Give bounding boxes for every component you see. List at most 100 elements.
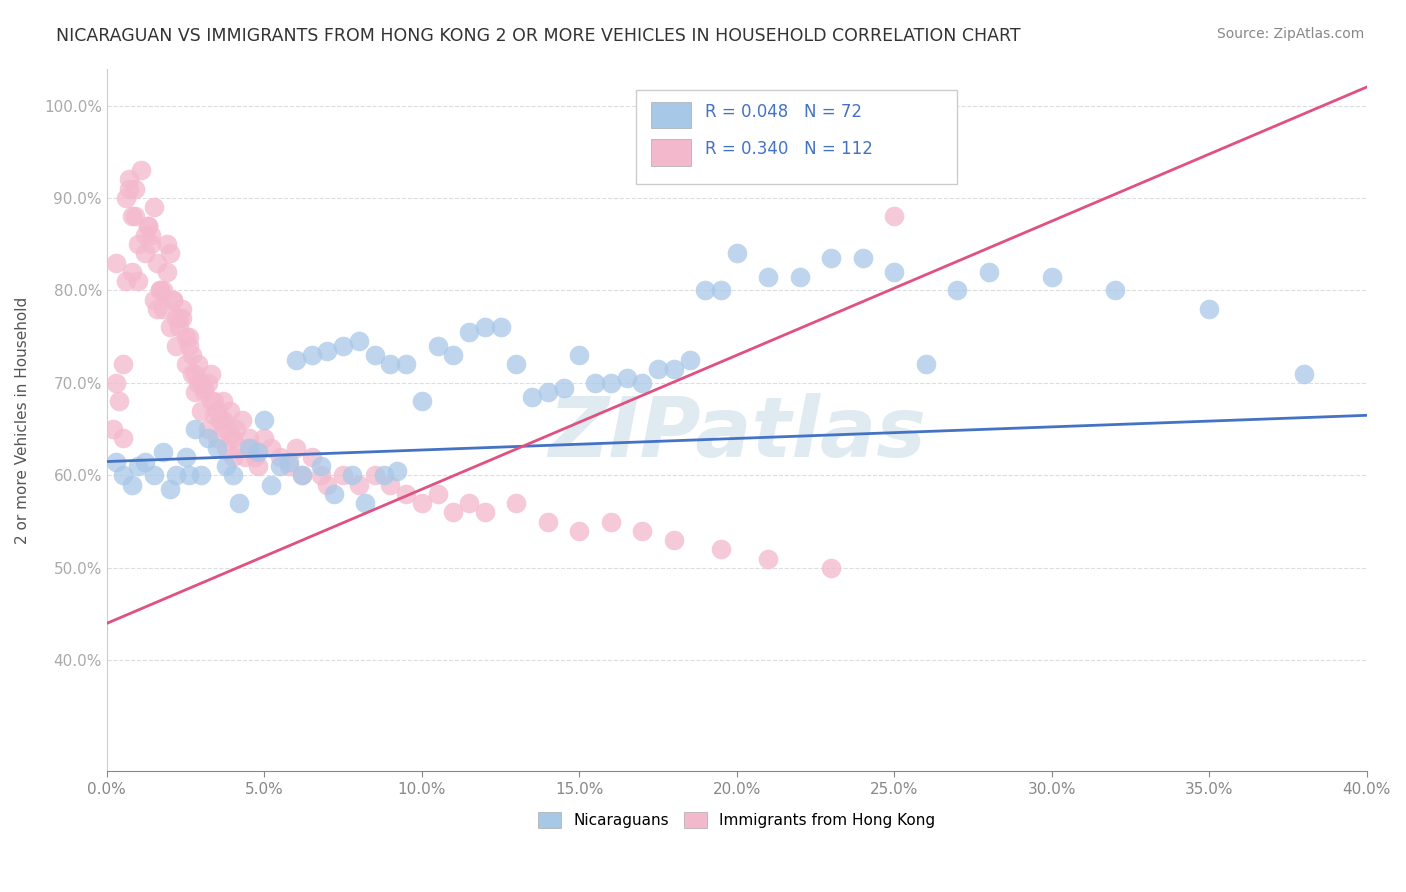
Point [190,376,212,390]
Point [332,468,354,483]
Point [215,459,238,474]
Point [149,284,172,298]
Point [441,505,464,519]
Point [131,163,153,178]
Y-axis label: 2 or more Vehicles in Household: 2 or more Vehicles in Household [15,296,30,543]
Point [187,376,209,390]
Point [222,432,245,446]
Point [520,390,543,404]
Point [136,219,159,233]
Point [174,358,197,372]
Point [309,468,332,483]
Point [165,311,187,326]
Point [385,464,408,478]
Point [243,450,266,464]
Point [662,533,685,548]
Point [218,426,240,441]
Point [883,210,905,224]
Point [284,441,307,455]
Point [143,200,166,214]
Point [914,358,936,372]
Point [725,246,748,260]
Point [121,265,143,279]
Point [441,348,464,362]
Point [108,394,131,409]
Point [568,348,591,362]
Point [395,487,418,501]
Point [190,468,212,483]
Point [155,237,177,252]
Text: R = 0.048   N = 72: R = 0.048 N = 72 [706,103,862,121]
Point [322,487,344,501]
Point [134,227,156,242]
Point [184,367,207,381]
Point [127,459,149,474]
Point [172,311,194,326]
Bar [651,139,692,166]
Point [111,432,134,446]
Point [631,376,654,390]
Point [190,403,212,417]
Point [165,339,187,353]
Point [105,454,128,468]
Point [205,441,228,455]
Point [269,450,291,464]
Point [291,468,314,483]
Point [180,367,202,381]
Point [167,311,190,326]
Point [105,376,128,390]
Point [695,284,717,298]
Point [209,413,232,427]
Point [269,459,291,474]
Point [200,367,222,381]
Point [105,256,128,270]
Point [111,358,134,372]
Point [177,468,200,483]
Point [347,334,370,349]
Point [228,441,250,455]
Point [505,496,527,510]
Point [505,358,527,372]
Point [426,339,449,353]
Point [474,320,496,334]
Point [215,441,238,455]
Point [238,432,260,446]
Point [946,284,969,298]
Point [177,329,200,343]
Point [259,477,281,491]
Point [1292,367,1315,381]
Point [883,265,905,279]
Point [202,394,225,409]
Point [662,362,685,376]
Point [172,301,194,316]
Point [316,343,339,358]
FancyBboxPatch shape [636,89,957,185]
Point [197,376,219,390]
Point [174,450,197,464]
Point [380,358,402,372]
Point [373,468,395,483]
Point [710,542,733,557]
Point [347,477,370,491]
Point [284,352,307,367]
Point [756,269,779,284]
Point [118,172,141,186]
Point [977,265,1000,279]
Point [111,468,134,483]
Point [184,385,207,400]
Point [222,468,245,483]
Point [127,237,149,252]
Point [127,274,149,288]
Point [193,380,215,394]
Point [184,422,207,436]
Point [193,385,215,400]
Text: R = 0.340   N = 112: R = 0.340 N = 112 [706,140,873,159]
Point [177,339,200,353]
Point [789,269,811,284]
Point [489,320,512,334]
Point [205,432,228,446]
Point [143,293,166,307]
Point [537,515,560,529]
Point [197,422,219,436]
Point [155,265,177,279]
